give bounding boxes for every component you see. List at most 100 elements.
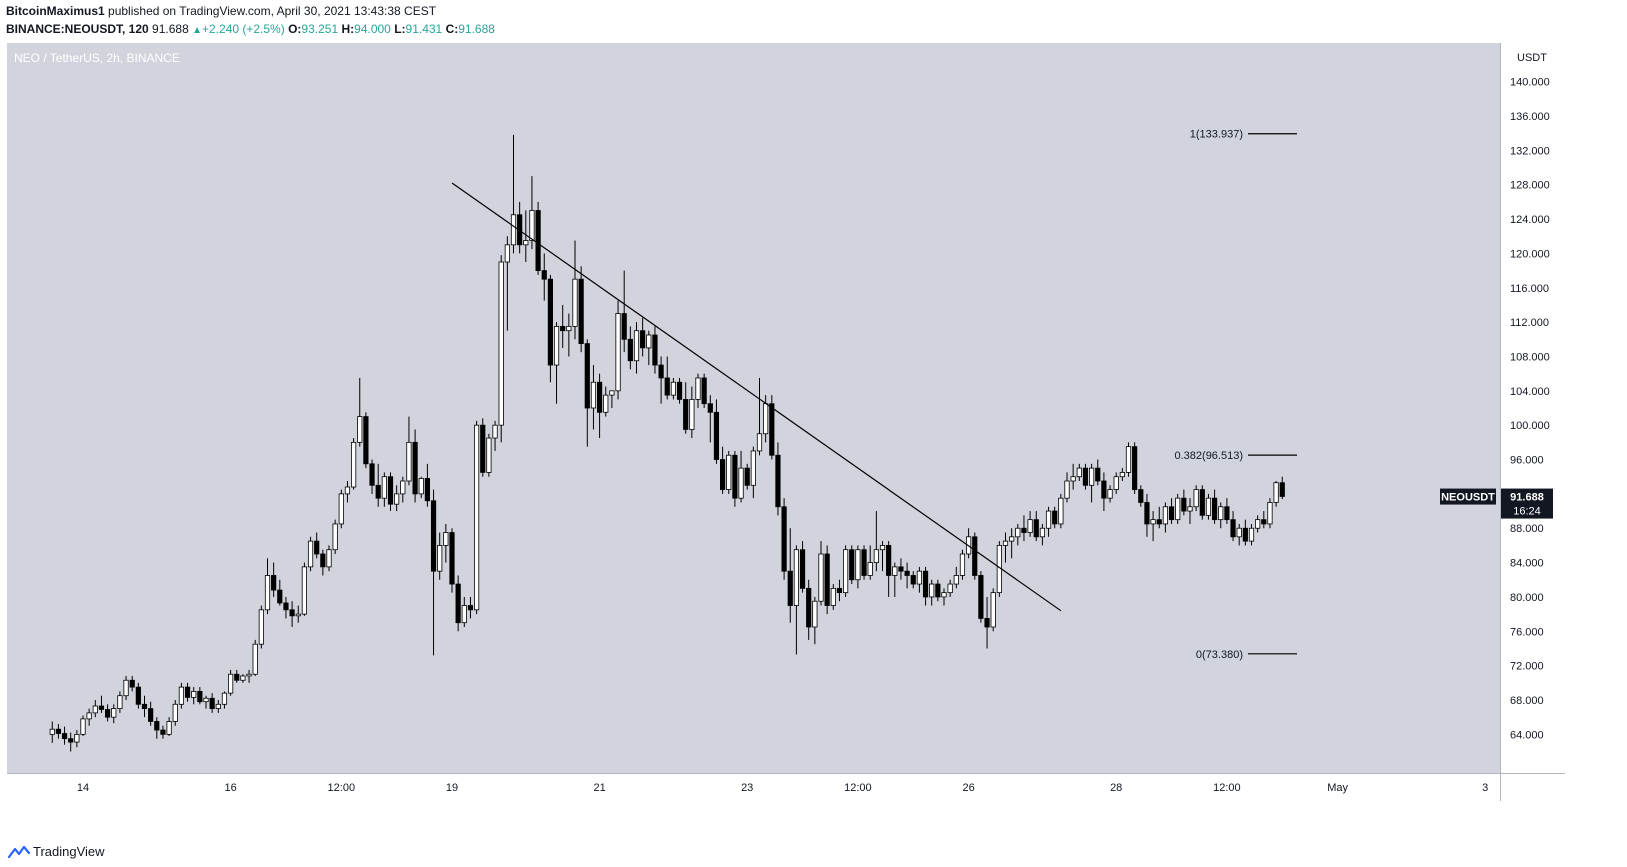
candle-body [535,210,541,271]
candle-body [701,377,707,405]
candle-body [1125,446,1132,473]
candle-body [799,549,806,589]
candle-body [406,441,412,482]
candle-body [49,728,55,735]
candle-body [172,703,178,722]
candle-body [744,467,750,486]
x-tick-label: 14 [77,782,89,794]
y-tick-label: 112.000 [1510,317,1549,329]
candle-body [824,553,830,606]
candle-body [959,553,966,576]
candle-body [473,424,480,611]
candle-body [1070,476,1076,482]
x-tick-label: 3 [1482,782,1488,794]
candle-body [818,553,824,602]
candle-body [1267,502,1273,525]
open-value: 93.251 [301,22,339,36]
candle-body [240,675,246,681]
candle-body [652,334,658,366]
candle-body [344,486,351,495]
tradingview-logo-icon[interactable] [8,845,30,859]
y-tick-label: 108.000 [1510,351,1550,363]
candle-body [1144,502,1150,525]
author-name[interactable]: BitcoinMaximus1 [6,4,105,18]
candle-body [732,454,738,499]
candle-body [455,583,461,624]
y-tick-label: 64.000 [1510,729,1544,741]
candle-body [332,523,338,551]
candle-body [572,278,578,327]
candle-body [55,728,62,734]
price-axis[interactable] [1500,43,1565,773]
candle-body [597,381,603,413]
candle-body [1193,489,1199,508]
published-text: published on TradingView.com, April 30, … [104,4,437,18]
candle-body [812,600,818,628]
last-price-tag [1501,488,1553,519]
candle-body [111,708,117,718]
chart-area[interactable]: NEO / TetherUS, 2h, BINANCE USDT 64.000 68.… [0,0,1627,840]
candle-body [664,377,670,396]
plot-background[interactable] [7,43,1500,773]
candle-body [1052,510,1058,525]
candle-body [855,549,861,581]
candle-body [1205,497,1212,516]
candle-body [1181,497,1187,512]
candle-body [941,592,947,598]
candle-body [750,450,756,486]
candle-body [363,416,369,465]
y-tick-label: 72.000 [1510,661,1544,673]
y-tick-label: 80.000 [1510,592,1544,604]
y-tick-label: 68.000 [1510,695,1544,707]
candle-body [843,549,849,594]
candle-body [1009,536,1015,542]
candle-body [80,718,86,735]
candle-body [830,587,836,606]
candle-body [695,377,701,400]
candle-body [1058,497,1064,525]
candle-body [929,583,935,598]
y-tick-label: 96.000 [1510,455,1544,467]
candle-body [289,609,295,617]
candle-body [1082,467,1089,486]
candle-body [1273,482,1279,503]
candle-body [1015,527,1021,538]
candle-body [590,381,597,409]
x-tick-label: 12:00 [328,782,356,794]
x-tick-label: May [1327,782,1348,794]
candle-body [553,326,560,366]
candle-body [221,692,228,705]
candle-body [1132,446,1138,490]
symbol-label: BINANCE:NEOUSDT, 120 [6,22,149,36]
y-tick-label: 136.000 [1510,111,1550,123]
candle-body [209,697,215,709]
candle-body [867,562,873,576]
tradingview-brand[interactable]: TradingView [33,844,105,859]
candle-body [984,618,990,628]
candle-body [738,467,744,499]
fib-level-label: 1(133.937) [1190,129,1243,141]
candle-body [1175,497,1181,521]
candle-body [1150,519,1156,525]
candle-body [547,278,554,366]
candle-body [184,686,191,698]
candle-body [98,705,105,710]
chart-header: BitcoinMaximus1 published on TradingView… [0,0,1627,44]
x-tick-label: 23 [741,782,753,794]
y-tick-label: 76.000 [1510,626,1544,638]
candle-body [806,587,812,628]
chart-title: NEO / TetherUS, 2h, BINANCE [14,51,180,65]
bar-countdown: 16:24 [1513,506,1541,518]
candle-body [135,686,141,705]
candle-body [1101,480,1107,499]
candle-body [683,399,689,430]
candle-body [350,441,357,488]
candle-body [215,703,221,709]
candle-body [1261,519,1267,525]
candle-body [418,478,424,495]
candle-body [154,721,160,731]
candle-body [879,545,886,551]
descending-trendline[interactable] [451,182,1062,612]
candle-body [1002,540,1009,546]
candle-body [234,673,240,681]
